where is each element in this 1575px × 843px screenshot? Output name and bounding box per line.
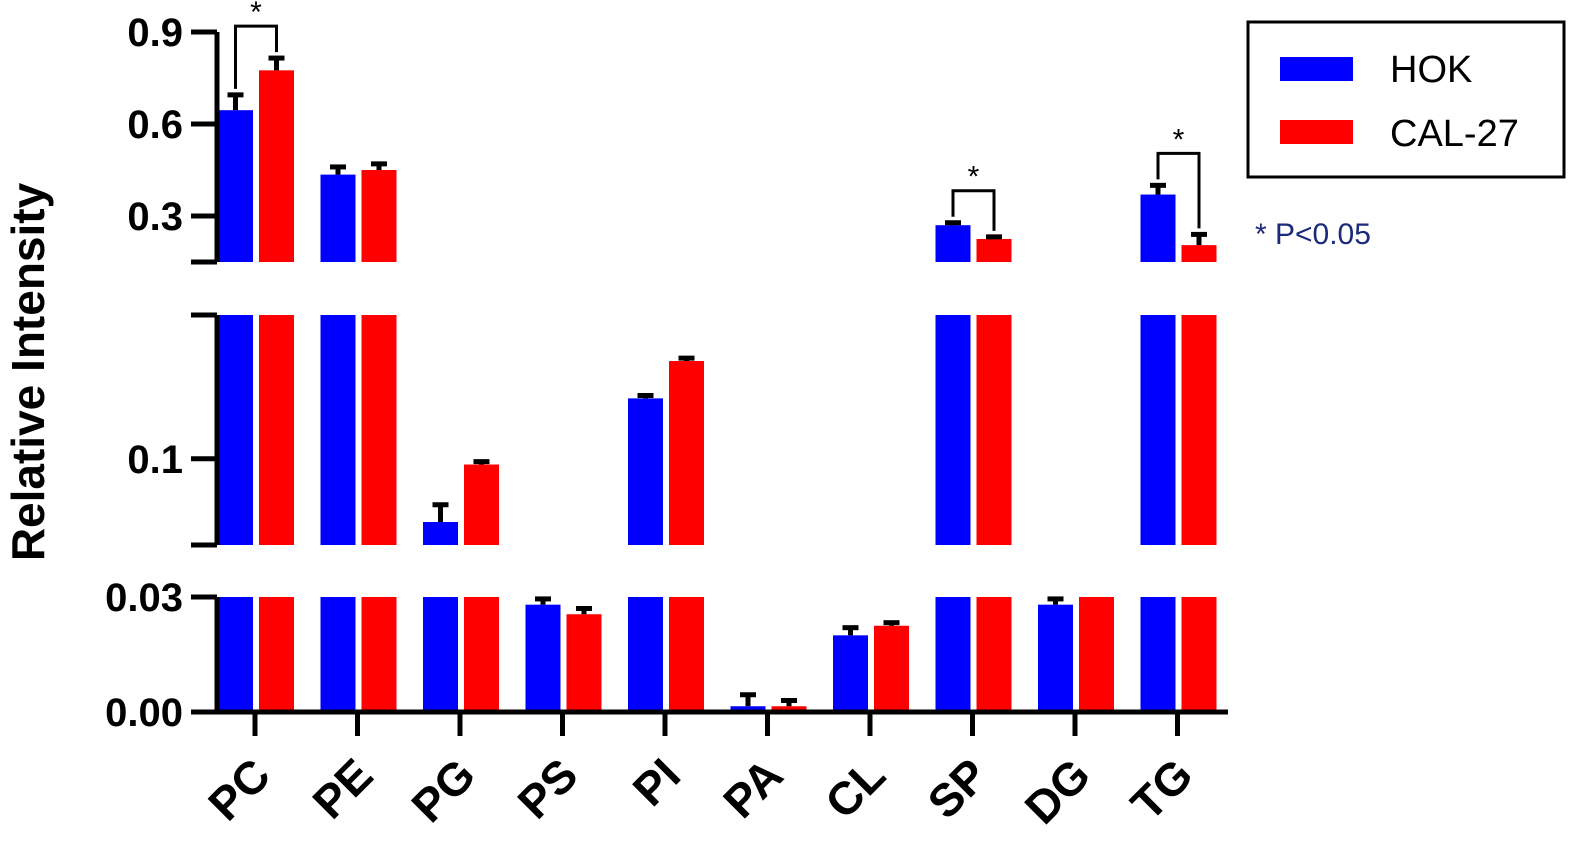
y-tick-label-0.6: 0.6 [127,103,183,147]
bar-pc-hok-seg0 [218,597,253,712]
significance-star-pc: * [250,0,262,29]
bar-pc-cal-27-seg0 [259,597,294,712]
x-tick-label-dg: DG [1015,748,1101,834]
bar-pe-hok-seg0 [320,597,356,712]
y-tick-label-0.3: 0.3 [127,195,183,239]
bar-pc-hok-seg2 [218,110,253,262]
y-tick-label-0.9: 0.9 [127,11,183,55]
bar-sp-hok-seg1 [935,315,971,545]
bar-ps-hok-seg0 [525,604,561,712]
legend-swatch-hok [1280,57,1353,81]
bar-tg-cal-27-seg1 [1181,315,1217,545]
bar-pe-hok-seg2 [320,174,356,262]
significance-layer: * * * [234,0,1201,231]
bar-sp-hok-seg2 [935,225,971,262]
x-tick-label-sp: SP [917,748,997,828]
significance-bracket-tg [1156,151,1201,229]
bar-pe-cal-27-seg1 [361,315,397,545]
bar-dg-hok-seg0 [1038,604,1073,712]
bar-pg-cal-27-seg1 [464,464,499,545]
significance-star-tg: * [1173,123,1185,156]
bar-pg-cal-27-seg0 [464,597,499,712]
bar-tg-cal-27-seg2 [1181,245,1217,262]
legend: HOK CAL-27 [1246,20,1566,179]
y-tick-label-0.03: 0.03 [105,576,183,620]
bar-sp-cal-27-seg2 [976,239,1012,262]
x-tick-label-ps: PS [507,748,587,828]
bar-tg-hok-seg2 [1140,194,1176,262]
category-labels-layer: PC PE PG PS PI PA CL SP DG TG [198,748,1202,834]
bar-sp-cal-27-seg0 [976,597,1012,712]
bars-layer [218,70,1217,712]
bar-cl-hok-seg0 [833,635,868,712]
bar-cl-cal-27-seg0 [874,625,909,712]
bar-pa-hok-seg0 [730,706,766,712]
bar-pc-cal-27-seg2 [259,70,294,262]
legend-box [1246,20,1566,179]
bar-pc-cal-27-seg1 [259,315,294,545]
y-tick-label-0.1: 0.1 [127,438,183,482]
x-tick-label-cl: CL [815,748,895,828]
bar-pi-cal-27-seg0 [669,597,704,712]
x-tick-label-pa: PA [713,748,793,828]
bar-pi-hok-seg0 [628,597,663,712]
bar-tg-hok-seg1 [1140,315,1176,545]
significance-bracket-pc [234,24,278,89]
bar-pe-cal-27-seg0 [361,597,397,712]
y-axis-label: Relative Intensity [2,182,54,561]
y-tick-label-0.00: 0.00 [105,691,183,735]
bar-pe-cal-27-seg2 [361,170,397,262]
bar-sp-cal-27-seg1 [976,315,1012,545]
legend-swatch-cal27 [1280,120,1353,144]
bar-dg-cal-27-seg0 [1079,597,1114,712]
bar-pi-hok-seg1 [628,398,663,545]
bar-pg-hok-seg1 [423,522,458,545]
bar-pe-hok-seg1 [320,315,356,545]
bar-ps-cal-27-seg0 [566,614,602,712]
legend-label-cal27: CAL-27 [1390,113,1519,155]
x-tick-label-pg: PG [401,748,485,832]
bar-pi-cal-27-seg1 [669,361,704,545]
x-tick-label-pc: PC [198,748,280,830]
x-tick-label-pi: PI [623,748,691,816]
significance-star-sp: * [968,161,980,194]
x-tick-label-tg: TG [1121,748,1203,830]
significance-bracket-sp [951,189,996,231]
bar-tg-hok-seg0 [1140,597,1176,712]
bar-pa-cal-27-seg0 [771,706,807,712]
axes-layer: 0.00 0.03 0.1 0.3 0.6 0.9 [105,11,1228,736]
bar-tg-cal-27-seg0 [1181,597,1217,712]
bar-pc-hok-seg1 [218,315,253,545]
significance-note: * P<0.05 [1255,218,1371,251]
legend-label-hok: HOK [1390,49,1472,91]
bar-pg-hok-seg0 [423,597,458,712]
x-tick-label-pe: PE [302,748,382,828]
error-bars-layer [227,55,1207,707]
bar-sp-hok-seg0 [935,597,971,712]
